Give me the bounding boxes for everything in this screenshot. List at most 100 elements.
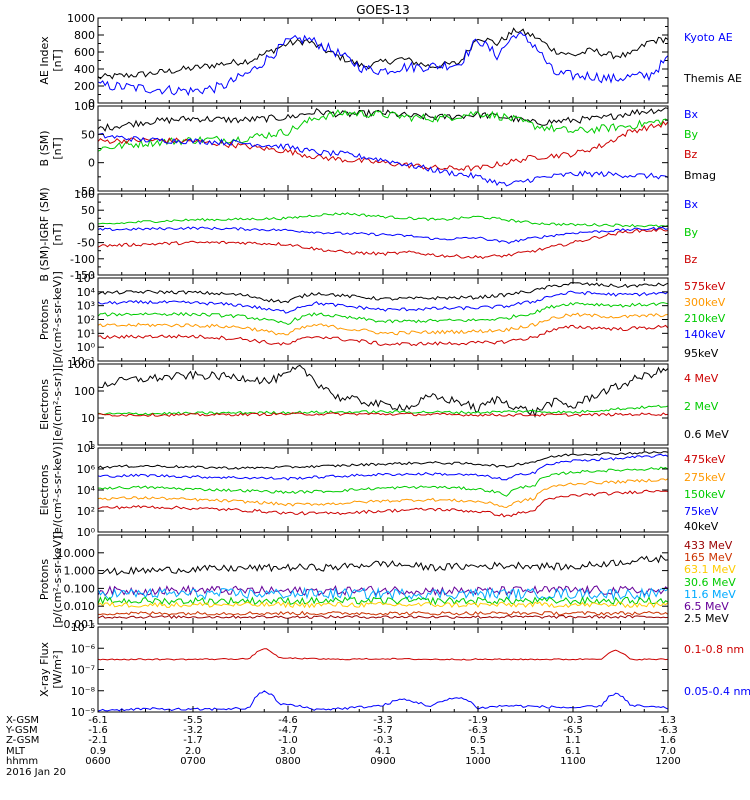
legend-label-protons2: 165 MeV — [684, 551, 733, 564]
series-line-electrons2-0 — [97, 451, 669, 470]
y-axis-unit: [nT] — [51, 137, 64, 159]
y-tick-label: 10⁸ — [77, 442, 96, 455]
legend-label-bsm: Bx — [684, 108, 699, 121]
y-tick-label: 10⁻⁷ — [71, 664, 95, 677]
legend-label-protons2: 2.5 MeV — [684, 612, 729, 625]
legend-label-electrons2: 475keV — [684, 453, 726, 466]
y-tick-label: 0 — [88, 97, 95, 110]
series-line-protons1-1 — [97, 290, 669, 314]
y-tick-label: 10⁴ — [77, 286, 96, 299]
panel-bsm: -50 0 50 100 B (SM) [nT] Bx By Bz Bmag — [38, 100, 716, 198]
y-axis-title: Electrons — [38, 379, 51, 430]
legend-label-bsm: By — [684, 128, 699, 141]
series-line-protons2-2 — [97, 586, 669, 601]
legend-label-xray: 0.05-0.4 nm — [684, 685, 750, 698]
x-axis-cell: 0600 — [85, 756, 110, 767]
y-tick-label: 10² — [77, 314, 95, 327]
y-tick-label: 1.000 — [64, 565, 96, 578]
y-tick-label: 50 — [81, 204, 95, 217]
x-axis-cell: -6.3 — [468, 725, 488, 736]
y-axis-title: AE Index — [38, 36, 51, 85]
x-axis-cell: -6.5 — [563, 725, 583, 736]
series-line-protons2-4 — [97, 601, 669, 609]
y-axis-title: Protons — [38, 559, 51, 600]
legend-label-bres: By — [684, 226, 699, 239]
y-tick-label: -50 — [77, 237, 95, 250]
y-tick-label: 400 — [74, 63, 95, 76]
legend-label-bsm: Bmag — [684, 169, 716, 182]
x-axis-cell: -0.3 — [373, 735, 393, 746]
legend-label-electrons2: 150keV — [684, 488, 726, 501]
panel-ae: 0 200 400 600 800 1000 AE Index [nT] Kyoto AE The… — [38, 12, 742, 110]
y-axis-unit: [nT] — [51, 223, 64, 245]
y-tick-label: 10⁻⁸ — [71, 685, 96, 698]
series-line-electrons1-2 — [97, 412, 669, 417]
y-tick-label: 200 — [74, 80, 95, 93]
panel-electrons2: 10⁰ 10² 10⁴ 10⁶ 10⁸ Electrons [e/(cm²-s-sr-keV… — [38, 442, 726, 539]
y-tick-label: 10.000 — [57, 547, 96, 560]
panel-frame — [97, 626, 669, 713]
x-axis-cell: -4.6 — [278, 715, 298, 726]
legend-label-protons2: 30.6 MeV — [684, 576, 736, 589]
x-axis-cell: -5.5 — [183, 715, 203, 726]
legend-label-bres: Bz — [684, 253, 698, 266]
y-tick-label: 0.100 — [64, 582, 96, 595]
legend-label-protons2: 433 MeV — [684, 539, 733, 552]
legend-label-electrons1: 2 MeV — [684, 400, 719, 413]
x-axis-row-label: Y-GSM — [5, 725, 38, 736]
y-axis-unit: [e/(cm²-s-sr)] — [51, 368, 64, 441]
x-axis-row-label: hhmm — [6, 756, 38, 767]
panel-frame — [97, 105, 669, 192]
y-axis-title: Protons — [38, 299, 51, 340]
panel-frame — [97, 534, 669, 625]
x-axis-row-label: Z-GSM — [6, 735, 39, 746]
x-axis-cell: 0.9 — [90, 746, 106, 757]
x-axis-cell: 1.3 — [660, 715, 676, 726]
legend-label-xray: 0.1-0.8 nm — [684, 643, 744, 656]
x-axis-cell: -6.3 — [658, 725, 678, 736]
y-tick-label: 10⁰ — [77, 526, 96, 539]
legend-label-protons2: 11.6 MeV — [684, 588, 736, 601]
x-axis-row-label: MLT — [6, 746, 26, 757]
y-tick-label: 10⁻⁵ — [71, 621, 95, 634]
series-line-ae-1 — [97, 31, 669, 97]
x-axis-cell: 0.5 — [470, 735, 486, 746]
y-axis-title: X-ray Flux — [38, 641, 51, 697]
y-tick-label: 0 — [88, 157, 95, 170]
y-axis-unit: [p/(cm²-s-sr-keV)] — [51, 271, 64, 368]
y-tick-label: -150 — [70, 269, 95, 282]
legend-label-protons1: 575keV — [684, 280, 726, 293]
y-tick-label: 10² — [77, 505, 95, 518]
y-tick-label: 50 — [81, 128, 95, 141]
y-tick-label: 0 — [88, 220, 95, 233]
x-axis-cell: 6.1 — [565, 746, 581, 757]
legend-label-protons1: 95keV — [684, 347, 719, 360]
series-line-bsm-3 — [97, 132, 669, 187]
series-line-bres-1 — [97, 226, 669, 245]
y-tick-label: 10⁻⁹ — [71, 706, 95, 719]
x-axis-cell: 0900 — [370, 756, 395, 767]
x-axis-cell: 1000 — [465, 756, 490, 767]
x-axis-cell: 0800 — [275, 756, 300, 767]
x-axis-cell: 5.1 — [470, 746, 486, 757]
legend-label-electrons2: 275keV — [684, 471, 726, 484]
date-label: 2016 Jan 20 — [6, 767, 66, 778]
y-tick-label: 1000 — [67, 358, 95, 371]
series-line-ae-0 — [97, 27, 669, 80]
series-line-protons1-2 — [97, 302, 669, 326]
y-tick-label: 10⁶ — [77, 463, 96, 476]
legend-label-protons1: 210keV — [684, 312, 726, 325]
x-axis-cell: -6.1 — [88, 715, 108, 726]
legend-label-electrons1: 0.6 MeV — [684, 428, 729, 441]
series-line-protons2-5 — [97, 610, 669, 616]
series-line-electrons1-0 — [97, 364, 669, 418]
y-axis-title: B (SM)-IGRF (SM) — [38, 187, 51, 281]
series-line-electrons2-4 — [97, 489, 669, 518]
legend-label-electrons2: 40keV — [684, 520, 719, 533]
x-axis-cell: -4.7 — [278, 725, 298, 736]
series-line-electrons2-2 — [98, 466, 669, 497]
series-line-protons2-0 — [97, 554, 669, 576]
y-axis-title: Electrons — [38, 464, 51, 515]
